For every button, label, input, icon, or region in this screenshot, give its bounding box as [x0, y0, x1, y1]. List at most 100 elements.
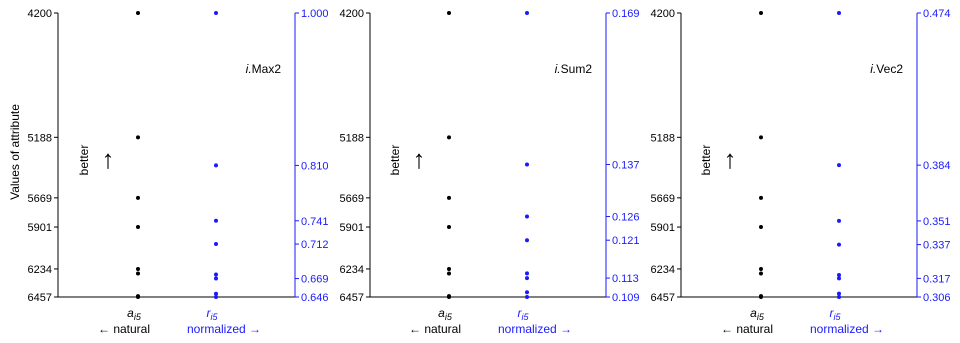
left-tick-label: 4200 — [651, 8, 675, 20]
right-tick-label: 0.646 — [301, 292, 329, 304]
natural-point — [759, 11, 763, 15]
right-tick-label: 0.126 — [612, 212, 640, 224]
better-arrow: ↑ — [102, 144, 115, 174]
x-label-normalized: ri5 — [206, 306, 218, 322]
panel-title: i.Sum2 — [555, 62, 593, 76]
better-label: better — [77, 145, 91, 176]
natural-point — [447, 195, 451, 200]
x-label-natural-subscript: i5 — [134, 312, 142, 322]
normalized-point — [525, 238, 529, 243]
right-tick-label: 0.384 — [923, 160, 951, 172]
left-tick-label: 5669 — [340, 193, 364, 205]
natural-point — [447, 135, 451, 140]
caption-natural: ← natural — [721, 322, 773, 336]
y-axis-label: Values of attribute — [8, 104, 22, 200]
natural-point — [759, 271, 763, 276]
normalized-point — [214, 276, 218, 281]
right-tick-label: 1.000 — [301, 8, 329, 20]
x-label-natural-symbol: a — [127, 306, 134, 320]
panel-title-name: Max2 — [252, 62, 282, 76]
x-label-normalized-symbol: r — [517, 306, 522, 320]
normalized-point — [525, 290, 529, 295]
right-tick-label: 0.109 — [612, 292, 640, 304]
natural-point — [447, 271, 451, 276]
right-tick-label: 0.810 — [301, 160, 329, 172]
natural-point — [447, 295, 451, 299]
right-tick-label: 0.669 — [301, 274, 329, 286]
normalized-point — [525, 162, 529, 167]
natural-point — [136, 195, 140, 200]
panel-title: i.Vec2 — [870, 62, 903, 76]
natural-point — [136, 266, 140, 271]
normalized-point — [214, 291, 218, 296]
caption-natural: ← natural — [98, 322, 150, 336]
natural-point — [759, 295, 763, 299]
normalized-point — [214, 163, 218, 168]
x-label-natural-subscript: i5 — [445, 312, 453, 322]
normalized-point — [525, 11, 529, 15]
natural-point — [136, 295, 140, 299]
left-tick-label: 6234 — [340, 264, 364, 276]
normalized-point — [837, 276, 841, 281]
left-tick-label: 5669 — [651, 193, 675, 205]
natural-point — [136, 225, 140, 230]
left-tick-label: 5901 — [340, 222, 364, 234]
panel-title-prefix: i. — [246, 62, 252, 76]
x-label-normalized: ri5 — [829, 306, 841, 322]
x-label-normalized-subscript: i5 — [833, 312, 841, 322]
x-label-normalized-symbol: r — [829, 306, 834, 320]
x-label-normalized-subscript: i5 — [521, 312, 529, 322]
better-label: better — [388, 145, 402, 176]
better-label: better — [699, 145, 713, 176]
natural-point — [759, 135, 763, 140]
normalized-point — [837, 163, 841, 168]
normalized-point — [837, 218, 841, 223]
normalized-point — [837, 295, 841, 299]
natural-point — [136, 271, 140, 276]
normalized-point — [525, 271, 529, 276]
caption-normalized: normalized → — [498, 322, 572, 336]
x-label-natural-symbol: a — [750, 306, 757, 320]
natural-point — [759, 225, 763, 230]
natural-point — [759, 266, 763, 271]
left-tick-label: 5188 — [28, 132, 52, 144]
normalized-point — [214, 218, 218, 223]
right-tick-label: 0.351 — [923, 216, 951, 228]
x-label-normalized: ri5 — [517, 306, 529, 322]
better-arrow: ↑ — [724, 144, 737, 174]
panel-title-prefix: i. — [870, 62, 876, 76]
natural-point — [447, 225, 451, 230]
left-tick-label: 5188 — [340, 132, 364, 144]
caption-natural: ← natural — [409, 322, 461, 336]
x-label-normalized-subscript: i5 — [210, 312, 218, 322]
left-tick-label: 6234 — [28, 264, 52, 276]
right-tick-label: 0.113 — [612, 273, 639, 285]
panel-title: i.Max2 — [246, 62, 282, 76]
normalized-point — [525, 276, 529, 281]
better-arrow: ↑ — [413, 144, 426, 174]
right-tick-label: 0.137 — [612, 159, 640, 171]
normalized-point — [214, 242, 218, 247]
panel-title-name: Sum2 — [561, 62, 593, 76]
right-tick-label: 0.121 — [612, 235, 640, 247]
left-tick-label: 6457 — [340, 292, 364, 304]
natural-point — [447, 11, 451, 15]
right-tick-label: 0.712 — [301, 239, 329, 251]
left-tick-label: 6457 — [28, 292, 52, 304]
left-tick-label: 5901 — [651, 222, 675, 234]
natural-point — [136, 135, 140, 140]
right-tick-label: 0.474 — [923, 8, 951, 20]
normalized-point — [837, 273, 841, 278]
left-tick-label: 5901 — [28, 222, 52, 234]
left-tick-label: 5669 — [28, 193, 52, 205]
normalized-point — [214, 272, 218, 277]
natural-point — [759, 195, 763, 200]
right-tick-label: 0.169 — [612, 8, 640, 20]
normalized-point — [525, 214, 529, 219]
x-label-natural-symbol: a — [438, 306, 445, 320]
x-label-natural: ai5 — [750, 306, 765, 322]
natural-point — [447, 266, 451, 271]
x-label-natural: ai5 — [127, 306, 142, 322]
x-label-natural: ai5 — [438, 306, 453, 322]
left-tick-label: 4200 — [28, 8, 52, 20]
